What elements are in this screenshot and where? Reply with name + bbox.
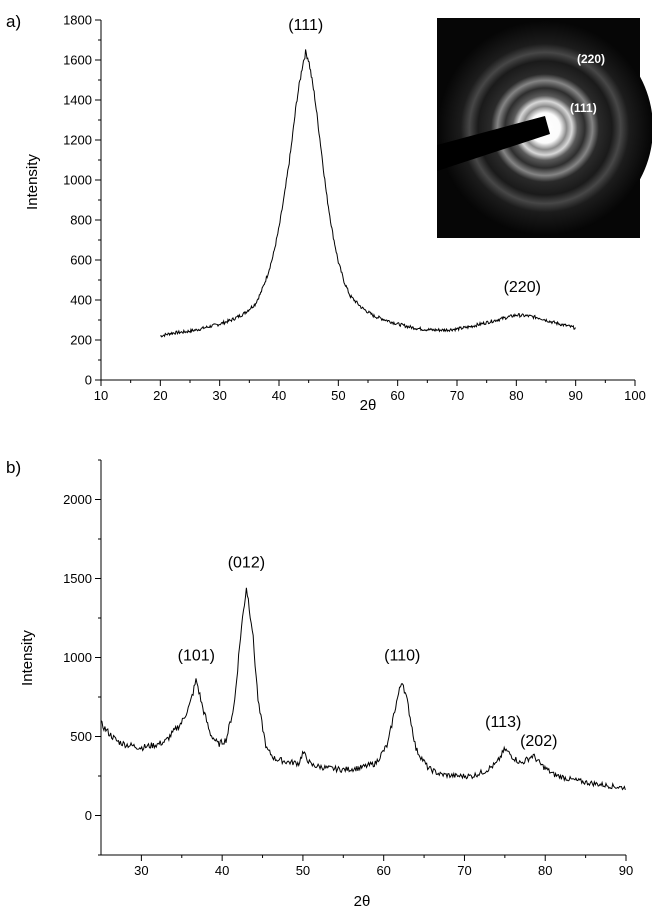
panel-a-label: a) <box>6 12 21 31</box>
y-tick-label: 1000 <box>63 650 92 665</box>
panel-b-x-ticks: 30 40 50 60 70 80 90 <box>134 855 633 878</box>
x-tick-label: 90 <box>619 863 633 878</box>
panel-a-x-ticks: 10 20 30 40 50 60 70 80 90 100 <box>94 380 646 403</box>
y-tick-label: 1200 <box>63 133 92 148</box>
y-tick-label: 200 <box>70 333 92 348</box>
peak-label: (110) <box>384 648 420 665</box>
panel-b-y-ticks: 0 500 1000 1500 2000 <box>63 459 101 856</box>
panel-a-y-ticks: 0 200 400 600 800 1000 1200 1400 1600 1800 <box>63 13 101 388</box>
y-tick-label: 400 <box>70 293 92 308</box>
panel-b-annotations: (101) (012) (110) (113) (202) <box>178 554 558 750</box>
panel-b-label: b) <box>6 458 21 477</box>
x-tick-label: 80 <box>509 388 523 403</box>
x-tick-label: 40 <box>215 863 229 878</box>
x-tick-label: 60 <box>376 863 390 878</box>
peak-label: (202) <box>520 733 557 750</box>
y-tick-label: 1500 <box>63 571 92 586</box>
beam-stop <box>437 116 550 171</box>
x-tick-label: 80 <box>538 863 552 878</box>
y-tick-label: 500 <box>70 729 92 744</box>
peak-label: (220) <box>504 279 541 296</box>
x-tick-label: 30 <box>134 863 148 878</box>
inset-label-111: (111) <box>570 101 597 115</box>
panel-a: a) Intensity 2θ 10 20 30 40 50 60 70 80 90 100 0 2… <box>6 12 652 414</box>
y-tick-label: 600 <box>70 253 92 268</box>
x-tick-label: 50 <box>331 388 345 403</box>
y-tick-label: 2000 <box>63 492 92 507</box>
y-tick-label: 800 <box>70 213 92 228</box>
x-tick-label: 50 <box>296 863 310 878</box>
y-tick-label: 1400 <box>63 93 92 108</box>
panel-a-series-line <box>160 49 576 338</box>
y-tick-label: 0 <box>85 373 92 388</box>
y-tick-label: 1600 <box>63 53 92 68</box>
inset-label-220: (220) <box>577 52 605 66</box>
panel-a-ylabel: Intensity <box>24 154 41 210</box>
panel-b: b) Intensity 2θ 30 40 50 60 70 80 90 0 500 1000 1… <box>6 458 633 910</box>
y-tick-label: 1800 <box>63 13 92 28</box>
x-tick-label: 20 <box>153 388 167 403</box>
y-tick-label: 1000 <box>63 173 92 188</box>
panel-b-xlabel: 2θ <box>354 893 371 910</box>
x-tick-label: 100 <box>624 388 646 403</box>
x-tick-label: 30 <box>212 388 226 403</box>
panel-a-annotations: (111) (220) <box>288 17 541 296</box>
panel-b-ylabel: Intensity <box>19 630 36 686</box>
x-tick-label: 40 <box>272 388 286 403</box>
peak-label: (111) <box>288 17 323 34</box>
x-tick-label: 10 <box>94 388 108 403</box>
y-tick-label: 0 <box>85 808 92 823</box>
x-tick-label: 60 <box>390 388 404 403</box>
peak-label: (113) <box>485 714 521 731</box>
x-tick-label: 90 <box>568 388 582 403</box>
panel-b-series-line <box>100 587 626 791</box>
inset-diffraction-pattern: (220) (111) <box>437 18 652 238</box>
x-tick-label: 70 <box>450 388 464 403</box>
peak-label: (012) <box>228 554 265 571</box>
peak-label: (101) <box>178 648 215 665</box>
x-tick-label: 70 <box>457 863 471 878</box>
panel-a-xlabel: 2θ <box>360 397 377 414</box>
